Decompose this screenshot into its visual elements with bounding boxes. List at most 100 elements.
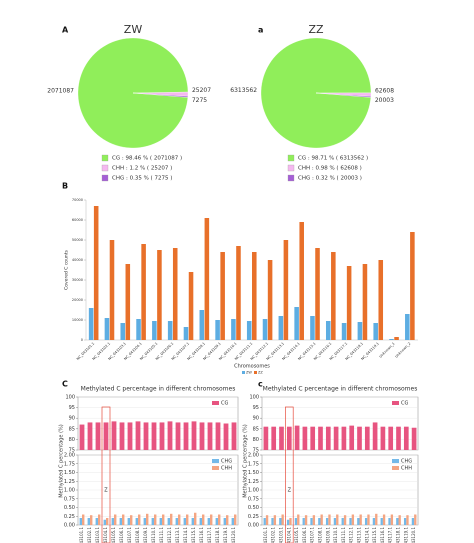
bar <box>162 514 165 525</box>
legend-label: CG <box>401 401 408 407</box>
legend-label: CHG : 0.35 % ( 7275 ) <box>112 176 172 182</box>
legend-label: CHH <box>221 466 232 472</box>
bar <box>138 514 141 525</box>
x-tick-label: NC_043120.1 <box>411 527 416 543</box>
x-tick-label: NC_043118.1 <box>215 527 220 543</box>
bar <box>378 260 384 340</box>
bar <box>325 426 331 450</box>
legend-swatch <box>212 401 219 405</box>
bar <box>183 327 189 340</box>
bar <box>294 307 299 340</box>
y-tick-label: 20000 <box>72 298 83 302</box>
bar <box>199 422 205 450</box>
y-tick-label: 0.25 <box>64 514 75 520</box>
y-tick-label: 10000 <box>72 318 83 322</box>
bar <box>167 421 173 450</box>
y-tick-label: 100 <box>249 395 259 401</box>
bar <box>351 514 355 525</box>
bar <box>380 518 383 525</box>
legend-swatch <box>287 154 295 162</box>
bar <box>310 518 313 525</box>
bar <box>396 518 399 525</box>
bar <box>310 316 315 340</box>
x-tick-label: NC_043116.1 <box>199 527 204 543</box>
bar <box>382 514 386 525</box>
bar <box>406 515 409 525</box>
bar <box>310 426 316 450</box>
y-tick-label: 90 <box>253 416 259 422</box>
bar <box>286 426 292 450</box>
bar <box>188 272 194 340</box>
bar <box>320 514 323 525</box>
bar <box>325 321 331 340</box>
legend-swatch <box>287 174 295 182</box>
y-tick-label: 2.00 <box>248 453 259 459</box>
bar <box>341 518 344 525</box>
y-tick-label: 100 <box>65 395 75 401</box>
highlight-box <box>285 406 294 543</box>
legend-label: CG : 98.71 % ( 6313562 ) <box>298 156 368 162</box>
x-axis-label: Chromosomes <box>234 364 270 370</box>
bar <box>388 518 391 525</box>
bar <box>357 322 363 340</box>
pie-label: 2071087 <box>47 88 74 95</box>
y-tick-label: 90 <box>69 416 75 422</box>
pie-label: 25207 <box>192 87 211 94</box>
bar <box>172 248 178 340</box>
bar <box>328 514 331 525</box>
bar <box>364 518 368 525</box>
y-tick-label: 75 <box>69 448 75 454</box>
bar <box>106 518 109 525</box>
bar <box>210 514 213 525</box>
bar <box>143 518 146 525</box>
x-tick-label: NC_043117.1 <box>388 527 393 543</box>
bar <box>231 319 236 340</box>
bar <box>367 514 370 525</box>
bar <box>159 518 162 525</box>
x-tick-label: NC_043102.1 <box>87 527 92 543</box>
bar <box>273 515 277 525</box>
bar <box>246 321 252 340</box>
y-tick-label: 30000 <box>72 278 83 282</box>
bar <box>236 246 241 340</box>
pie-title: ZZ <box>308 23 324 36</box>
bar <box>95 518 98 525</box>
bar <box>349 425 355 450</box>
bar <box>125 264 131 340</box>
x-tick-label: NC_043105.1 <box>294 527 299 543</box>
bar <box>286 519 290 525</box>
x-tick-label: NC_043115.1 <box>372 527 377 543</box>
bar <box>336 514 339 525</box>
bar <box>109 240 115 340</box>
bar <box>218 514 221 525</box>
bar <box>215 320 220 340</box>
legend-swatch <box>242 371 245 374</box>
bar <box>143 422 149 450</box>
y-tick-label: 2.00 <box>64 453 75 459</box>
bar <box>119 422 125 450</box>
bar <box>119 518 122 525</box>
bar <box>281 514 284 525</box>
x-tick-label: Unknown_2 <box>394 342 411 359</box>
legend-label: ZZ <box>258 371 263 375</box>
bar <box>262 319 268 340</box>
x-tick-label: NC_043109.1 <box>143 527 148 543</box>
bar <box>380 426 386 450</box>
bar <box>98 514 101 525</box>
bar <box>151 518 154 525</box>
legend-swatch <box>287 164 295 172</box>
y-tick-label: 75 <box>253 448 259 454</box>
bar <box>215 518 218 525</box>
legend-label: CHG <box>221 459 232 465</box>
x-tick-label: NC_043106.1 <box>302 527 307 543</box>
bar <box>82 514 85 525</box>
bar <box>135 421 141 450</box>
bar <box>183 518 186 525</box>
bar <box>414 514 417 525</box>
bar <box>122 514 125 525</box>
bar <box>364 426 370 450</box>
x-tick-label: NC_043114.1 <box>183 527 188 543</box>
pie-label: 7275 <box>192 97 207 104</box>
x-tick-label: NC_043104.1 <box>103 527 108 543</box>
bar <box>333 426 339 450</box>
